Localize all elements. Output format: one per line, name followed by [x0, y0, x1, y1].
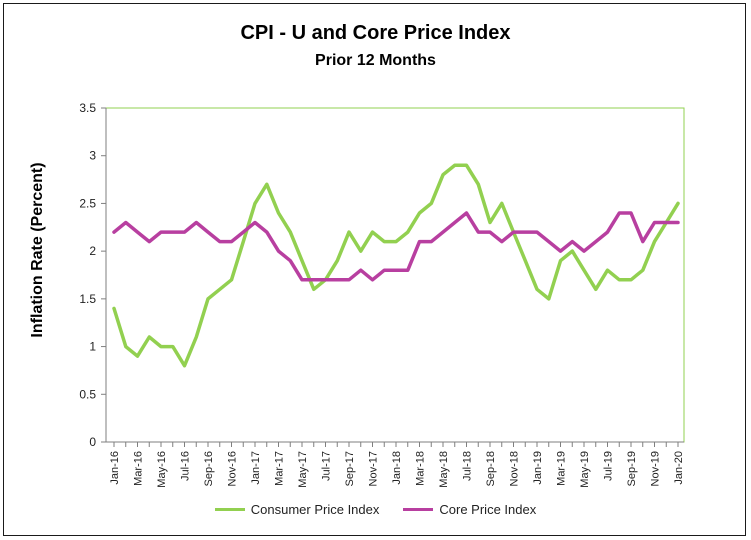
- x-tick-label: Nov-18: [509, 451, 521, 486]
- y-tick-label: 2.5: [79, 196, 96, 210]
- legend-item-cpi: Consumer Price Index: [214, 502, 380, 517]
- y-tick-label: 2: [89, 244, 96, 258]
- x-tick-label: Jan-19: [532, 451, 544, 485]
- x-tick-label: Sep-19: [626, 451, 638, 486]
- series-line-cpi: [112, 163, 680, 368]
- x-tick-label: May-16: [156, 451, 168, 488]
- x-tick-label: Mar-16: [133, 451, 145, 486]
- x-tick-label: May-19: [579, 451, 591, 488]
- x-tick-label: Sep-16: [203, 451, 215, 486]
- chart-frame: [3, 3, 746, 536]
- chart-legend: Consumer Price Index Core Price Index: [0, 502, 751, 517]
- x-tick-label: Jan-20: [673, 451, 685, 485]
- series-line-core: [112, 211, 680, 282]
- x-tick-label: May-17: [297, 451, 309, 488]
- x-tick-label: Jan-17: [250, 451, 262, 485]
- x-tick-label: Jan-18: [391, 451, 403, 485]
- y-tick-label: 3.5: [79, 101, 96, 115]
- y-tick-label: 0: [89, 435, 96, 449]
- plot-area: 0 0.5 1 1.5 2 2.5 3 3.5 Jan-16 Mar-16 May-16 Jul-16…: [79, 101, 685, 488]
- chart-subtitle: Prior 12 Months: [315, 52, 436, 69]
- x-tick-label: Mar-18: [415, 451, 427, 486]
- y-tick-label: 1: [89, 340, 96, 354]
- x-tick-label: Nov-16: [227, 451, 239, 486]
- chart-title: CPI - U and Core Price Index: [240, 22, 511, 44]
- y-tick-label: 0.5: [79, 387, 96, 401]
- x-tick-label: Jul-18: [462, 451, 474, 481]
- x-tick-label: Jul-19: [603, 451, 615, 481]
- y-axis-title: Inflation Rate (Percent): [29, 162, 46, 337]
- legend-label-core: Core Price Index: [439, 502, 537, 517]
- legend-label-cpi: Consumer Price Index: [250, 502, 380, 517]
- x-tick-label: Mar-19: [556, 451, 568, 486]
- y-tick-label: 3: [89, 149, 96, 163]
- x-tick-label: Jan-16: [109, 451, 121, 485]
- x-tick-label: Jul-17: [321, 451, 333, 481]
- x-tick-label: Mar-17: [274, 451, 286, 486]
- plot-border: [105, 107, 685, 443]
- x-tick-label: Jul-16: [180, 451, 192, 481]
- legend-swatch-cpi: [214, 508, 245, 511]
- x-tick-label: Sep-18: [485, 451, 497, 486]
- x-tick-label: Sep-17: [344, 451, 356, 486]
- legend-item-core: Core Price Index: [403, 502, 536, 517]
- x-tick-label: May-18: [438, 451, 450, 488]
- y-tick-label: 1.5: [79, 292, 96, 306]
- x-tick-label: Nov-19: [650, 451, 662, 486]
- x-tick-label: Nov-17: [368, 451, 380, 486]
- legend-swatch-core: [403, 508, 434, 511]
